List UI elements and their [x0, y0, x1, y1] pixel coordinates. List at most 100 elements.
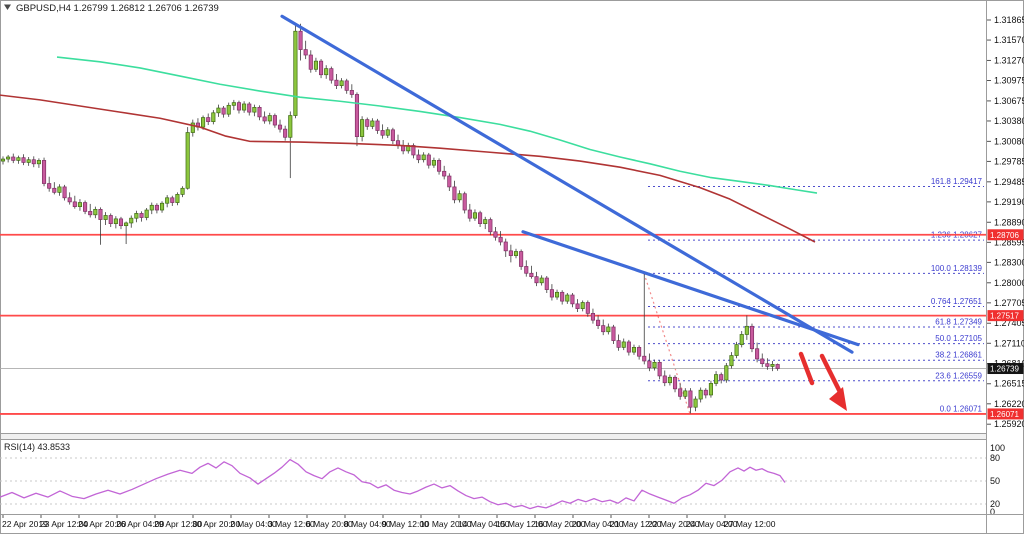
bull-candle — [667, 374, 672, 386]
price-tick-label: 1.26515 — [994, 379, 1024, 389]
collapse-chart-icon[interactable] — [4, 4, 11, 11]
candle-body — [108, 215, 113, 224]
candle-body — [652, 361, 657, 369]
candle-body — [129, 217, 134, 224]
panel-separator[interactable] — [1, 434, 986, 439]
candle-body — [77, 202, 83, 207]
candle-body — [139, 213, 144, 218]
candle-body — [678, 388, 683, 397]
time-axis-label: 22 May 20:00 — [648, 519, 700, 529]
candle-body — [647, 360, 652, 369]
price-tick-label: 1.28890 — [994, 217, 1024, 227]
bear-candle — [365, 117, 370, 130]
annotations-layer[interactable] — [798, 351, 847, 411]
candle-body — [596, 319, 601, 326]
candle-body — [488, 219, 493, 233]
bull-candle — [385, 127, 390, 138]
candle-body — [288, 115, 293, 138]
down-arrow-stroke[interactable] — [798, 351, 815, 386]
candle-body — [626, 341, 631, 353]
candle-body — [375, 120, 380, 131]
bull-candle — [6, 154, 11, 163]
bear-candle — [755, 342, 760, 363]
bear-candle — [452, 180, 457, 204]
price-tick-label: 1.28300 — [994, 257, 1024, 267]
candle-body — [175, 194, 180, 203]
candle-body — [360, 119, 365, 137]
time-axis-label: 14 May 04:00 — [458, 519, 510, 529]
down-arrow-shaft[interactable] — [819, 353, 843, 395]
candle-body — [421, 154, 426, 161]
candle-body — [493, 231, 498, 238]
candle-body — [755, 348, 760, 360]
bear-candle — [549, 284, 554, 301]
candle-body — [657, 361, 662, 377]
bear-candle — [83, 200, 88, 215]
bear-candle — [118, 216, 124, 230]
bull-candle — [93, 206, 98, 219]
time-axis-label: 26 Apr 04:00 — [116, 519, 164, 529]
level-price-box — [987, 310, 1024, 322]
price-axis[interactable]: 1.31865 1.31570 1.31270 1.30975 1.30675 1.303… — [987, 15, 1024, 429]
price-tick-label: 1.28000 — [994, 278, 1024, 288]
bear-candle — [590, 308, 596, 324]
time-axis-label: 30 Apr 20:00 — [192, 519, 240, 529]
bull-candle — [324, 65, 329, 79]
trendline[interactable] — [521, 230, 860, 347]
candle-body — [560, 291, 565, 302]
bull-candle — [134, 210, 139, 223]
bear-candle — [298, 23, 303, 61]
candles-layer — [0, 23, 780, 414]
candle-body — [144, 209, 149, 218]
time-axis-label: 27 May 12:00 — [724, 519, 776, 529]
rsi-scale-label: 80 — [990, 453, 1000, 463]
bear-candle — [601, 319, 606, 336]
candle-body — [749, 325, 755, 350]
candle-body — [411, 145, 416, 156]
support-resistance-layer[interactable] — [0, 233, 986, 415]
bear-candle — [585, 300, 590, 317]
candle-body — [698, 389, 703, 400]
bear-candle — [642, 273, 647, 365]
bull-candle — [457, 190, 462, 203]
trendlines-layer[interactable] — [280, 14, 860, 354]
bear-candle — [503, 238, 508, 257]
time-axis-label: 23 Apr 12:00 — [40, 519, 88, 529]
price-tick-label: 1.29190 — [994, 197, 1024, 207]
candle-body — [631, 347, 637, 353]
bear-candle — [637, 345, 642, 360]
bear-candle — [221, 106, 226, 118]
candle-body — [672, 376, 678, 390]
down-arrow-head[interactable] — [829, 387, 847, 411]
candle-body — [478, 212, 483, 224]
candle-body — [642, 355, 647, 362]
current-price-box — [987, 363, 1024, 375]
bull-candle — [739, 331, 744, 348]
candle-body — [714, 374, 719, 384]
candle-body — [447, 175, 452, 188]
candle-body — [770, 364, 775, 367]
bull-candle — [431, 157, 436, 168]
candle-body — [621, 341, 626, 348]
rsi-scale-label: 0 — [990, 507, 995, 517]
bear-candle — [319, 59, 324, 79]
trendline[interactable] — [280, 14, 854, 354]
bear-candle — [88, 203, 93, 218]
bull-candle — [734, 341, 739, 359]
price-tick-label: 1.30080 — [994, 136, 1024, 146]
bull-candle — [211, 110, 216, 125]
candle-body — [467, 209, 472, 219]
bear-candle — [349, 84, 354, 98]
candle-body — [344, 80, 349, 91]
candle-body — [519, 251, 524, 267]
candle-body — [272, 115, 277, 126]
bear-candle — [462, 191, 467, 214]
bull-candle — [144, 207, 149, 221]
candle-body — [170, 197, 175, 203]
bear-candle — [647, 353, 652, 372]
